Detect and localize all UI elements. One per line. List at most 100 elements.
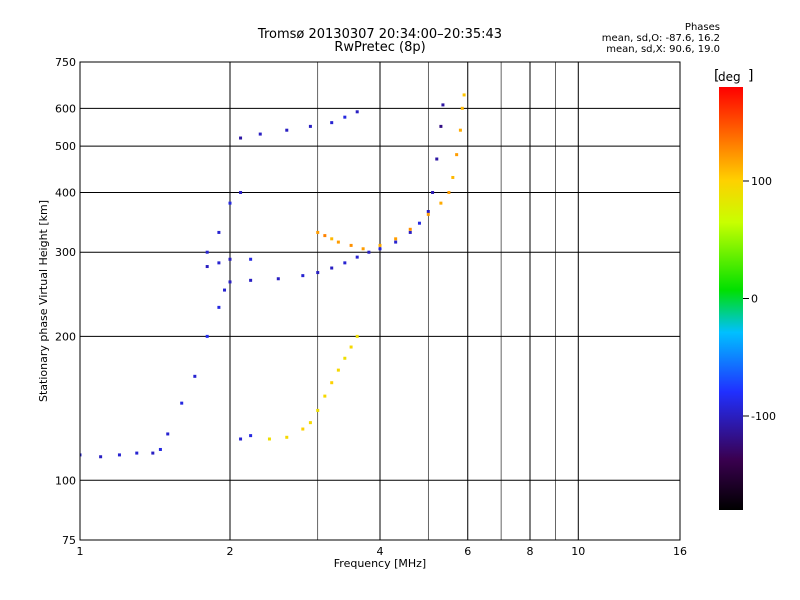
data-point (158, 447, 162, 451)
data-point (451, 175, 455, 179)
colorbar-unit-bracket-right: ] (748, 68, 754, 84)
data-point (239, 190, 243, 194)
data-point (301, 427, 305, 431)
data-point (308, 124, 312, 128)
data-point (316, 230, 320, 234)
colorbar-unit-label: deg (718, 70, 741, 84)
colorbar-tick-label: 100 (751, 175, 772, 188)
data-point (316, 271, 320, 275)
data-point (408, 227, 412, 231)
data-point (316, 408, 320, 412)
data-point (330, 237, 334, 241)
data-point (249, 434, 253, 438)
y-tick-label: 600 (55, 102, 76, 115)
data-point (258, 132, 262, 136)
data-point (431, 190, 435, 194)
data-point (355, 255, 359, 259)
data-point (455, 153, 459, 157)
x-tick-label: 4 (377, 545, 384, 558)
data-point (378, 243, 382, 247)
data-point (223, 288, 227, 292)
data-point (323, 394, 327, 398)
data-point (462, 93, 466, 97)
data-point (217, 305, 221, 309)
data-point (330, 381, 334, 385)
colorbar-tick-label: -100 (751, 410, 776, 423)
data-point (343, 115, 347, 119)
data-point (249, 278, 253, 282)
data-point (323, 234, 327, 238)
phases-x-stats: mean, sd,X: 90.6, 19.0 (606, 44, 720, 55)
y-tick-label: 300 (55, 246, 76, 259)
plot-frame (79, 61, 681, 541)
data-point (180, 401, 184, 405)
data-point (276, 277, 280, 281)
data-point (458, 128, 462, 132)
x-axis: 1 2 4 6 8 10 16 (77, 545, 688, 558)
data-point (439, 201, 443, 205)
data-point (349, 345, 353, 349)
data-point (367, 250, 371, 254)
x-tick-label: 16 (673, 545, 687, 558)
data-point (239, 136, 243, 140)
grid-lines (80, 62, 680, 540)
data-point (151, 451, 155, 455)
data-point (330, 121, 334, 125)
x-tick-label: 10 (571, 545, 585, 558)
data-points (80, 93, 466, 459)
data-point (426, 210, 430, 214)
y-axis: 75 100 200 300 400 500 600 750 (55, 56, 76, 547)
data-point (378, 247, 382, 251)
data-point (193, 374, 197, 378)
data-point (205, 334, 209, 338)
data-point (135, 451, 139, 455)
y-tick-label: 750 (55, 56, 76, 69)
chart-title: Tromsø 20130307 20:34:00–20:35:43 (257, 27, 503, 42)
data-point (99, 455, 103, 459)
data-point (301, 274, 305, 278)
data-point (336, 368, 340, 372)
x-tick-label: 1 (77, 545, 84, 558)
x-tick-label: 6 (464, 545, 471, 558)
data-point (80, 453, 82, 457)
data-point (249, 257, 253, 261)
data-point (343, 261, 347, 265)
data-point (285, 435, 289, 439)
data-point (166, 432, 170, 436)
y-tick-label: 75 (62, 534, 76, 547)
data-point (441, 103, 445, 107)
data-point (267, 437, 271, 441)
data-point (417, 221, 421, 225)
data-point (343, 356, 347, 360)
colorbar-tick-label: 0 (751, 293, 758, 306)
data-point (228, 280, 232, 284)
data-point (336, 240, 340, 244)
data-point (217, 230, 221, 234)
data-point (205, 250, 209, 254)
data-point (426, 212, 430, 216)
x-tick-label: 2 (227, 545, 234, 558)
y-tick-label: 500 (55, 140, 76, 153)
data-point (308, 421, 312, 425)
y-axis-label: Stationary phase Virtual Height [km] (37, 200, 50, 402)
data-point (228, 201, 232, 205)
data-point (447, 190, 451, 194)
data-point (460, 106, 464, 110)
phases-o-stats: mean, sd,O: -87.6, 16.2 (601, 33, 720, 44)
data-point (228, 257, 232, 261)
x-tick-label: 8 (527, 545, 534, 558)
chart-subtitle: RwPretec (8p) (334, 40, 426, 55)
x-axis-label: Frequency [MHz] (334, 557, 426, 570)
data-point (435, 157, 439, 161)
data-point (330, 266, 334, 270)
data-point (394, 240, 398, 244)
data-point (117, 453, 121, 457)
data-point (217, 261, 221, 265)
data-point (349, 243, 353, 247)
data-point (285, 128, 289, 132)
data-point (205, 265, 209, 269)
colorbar (719, 87, 743, 510)
data-point (408, 230, 412, 234)
colorbar-ticks: 100 0 -100 (743, 175, 776, 423)
